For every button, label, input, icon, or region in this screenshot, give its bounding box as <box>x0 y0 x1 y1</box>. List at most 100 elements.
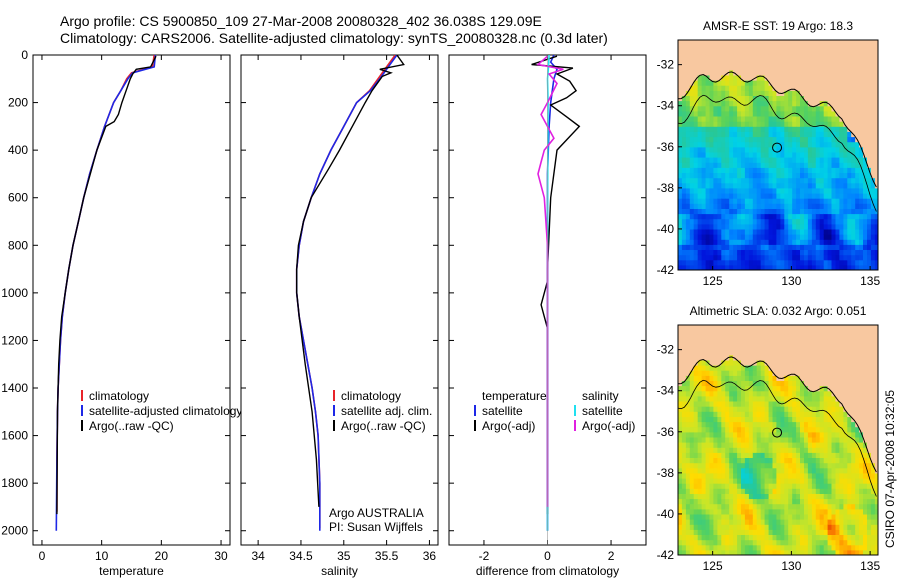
sla_map-cell <box>705 457 711 464</box>
sst_map-cell <box>705 116 711 122</box>
sst_map-cell <box>729 44 734 50</box>
sst_map-cell <box>725 64 730 71</box>
sla_map-cell <box>835 365 840 371</box>
sla_map-cell <box>819 375 825 381</box>
sla_map-cell <box>807 334 813 340</box>
sla_map-cell <box>760 416 766 423</box>
sla_map-cell <box>804 416 809 423</box>
sla_map-cell <box>839 483 844 489</box>
sst_map-cell <box>831 244 836 250</box>
sst_map-cell <box>713 141 718 148</box>
sst_map-cell <box>835 90 840 96</box>
sla_map-cell <box>697 457 703 464</box>
sst_map-cell <box>796 74 801 81</box>
sla_map-cell <box>843 426 848 433</box>
sst_map-cell <box>804 44 809 50</box>
sst_map-cell <box>772 223 777 230</box>
sst_map-cell <box>678 54 683 61</box>
sla_map-cell <box>768 436 774 443</box>
sst_map-cell <box>756 85 762 91</box>
sla_map-cell <box>697 488 703 494</box>
sst_map-cell <box>760 228 766 235</box>
sla_map-cell <box>729 457 734 464</box>
sst_map-cell <box>784 90 789 96</box>
sla_map-cell <box>851 498 856 505</box>
sla_map-cell <box>725 431 730 438</box>
sst_map-cell <box>678 44 683 50</box>
sst_map-cell <box>678 193 683 199</box>
sst_map-cell <box>678 131 683 138</box>
sst_map-cell <box>819 182 825 189</box>
sst_map-cell <box>756 234 762 240</box>
sla_map-cell <box>843 431 848 438</box>
sst_map-cell <box>843 131 848 138</box>
sla_map-cell <box>784 549 789 555</box>
sst_map-cell <box>843 259 848 266</box>
sst_map-cell <box>804 203 809 209</box>
sla_map-cell <box>772 426 777 433</box>
sst_map-cell <box>788 141 793 148</box>
sla_map-cell <box>733 462 738 469</box>
sla_map-cell <box>693 401 699 407</box>
sla_map-cell <box>776 344 781 351</box>
sst_map-cell <box>705 162 711 168</box>
sla_map-cell <box>713 395 718 402</box>
sst_map-cell <box>737 254 742 261</box>
sla_map-cell <box>709 452 714 458</box>
sst_map-cell <box>788 218 793 225</box>
sla_map-cell <box>713 426 718 433</box>
sla_map-cell <box>678 385 683 392</box>
sla_map-cell <box>737 375 742 381</box>
sst_map-cell <box>681 141 687 148</box>
sst_map-cell <box>792 167 797 173</box>
sst_map-cell <box>870 141 876 148</box>
sst_map-cell <box>792 187 797 194</box>
sst_map-cell <box>733 146 738 153</box>
sst_map-cell <box>756 64 762 71</box>
sst_map-cell <box>689 223 695 230</box>
sla_map-cell <box>689 344 695 351</box>
sla_map-cell <box>768 534 774 541</box>
sla_map-cell <box>784 513 789 520</box>
sst_map-cell <box>796 162 801 168</box>
sst_map-cell <box>823 59 829 66</box>
sst_map-cell <box>796 95 801 102</box>
sst_map-cell <box>725 198 730 204</box>
sst_map-cell <box>800 228 805 235</box>
difference-xtick-label: 2 <box>608 549 615 563</box>
sst_map-cell <box>737 40 742 45</box>
sst_map-cell <box>689 136 695 143</box>
sla_map-cell <box>780 354 785 361</box>
sla_map-cell <box>685 488 691 494</box>
sla_map-cell <box>851 508 856 515</box>
sst_map-ytick-label: -36 <box>657 140 675 154</box>
sst_map-cell <box>752 64 758 71</box>
sst_map-cell <box>831 203 836 209</box>
sst_map-cell <box>768 223 774 230</box>
sla_map-cell <box>831 519 836 525</box>
sst_map-cell <box>701 116 707 122</box>
sst_map-cell <box>874 64 878 71</box>
sst_map-cell <box>867 85 872 91</box>
sla_map-cell <box>748 385 754 392</box>
sla_map-cell <box>784 416 789 423</box>
sst_map-cell <box>678 228 683 235</box>
sla_map-cell <box>737 325 742 330</box>
sla_map-cell <box>709 436 714 443</box>
sla_map-cell <box>685 436 691 443</box>
sst_map-cell <box>807 157 813 163</box>
sst_map-cell <box>764 213 770 220</box>
sla_map-cell <box>693 462 699 469</box>
sst_map-cell <box>835 105 840 112</box>
sst_map-cell <box>874 182 878 189</box>
sst_map-cell <box>768 90 774 96</box>
sst_map-cell <box>721 239 726 245</box>
sst_map-cell <box>760 121 766 127</box>
sst_map-cell <box>819 234 825 240</box>
sla_map-cell <box>863 549 868 555</box>
sst_map-cell <box>823 182 829 189</box>
sla_map-cell <box>685 452 691 458</box>
sst_map-cell <box>796 69 801 76</box>
sla_map-cell <box>678 549 683 555</box>
sla_map-cell <box>831 375 836 381</box>
